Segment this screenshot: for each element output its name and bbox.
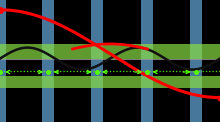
FancyBboxPatch shape	[190, 0, 202, 122]
FancyBboxPatch shape	[91, 0, 103, 122]
Bar	[0, 44, 220, 59]
FancyBboxPatch shape	[0, 0, 6, 122]
Bar	[0, 76, 220, 88]
FancyBboxPatch shape	[42, 0, 55, 122]
FancyBboxPatch shape	[141, 0, 154, 122]
